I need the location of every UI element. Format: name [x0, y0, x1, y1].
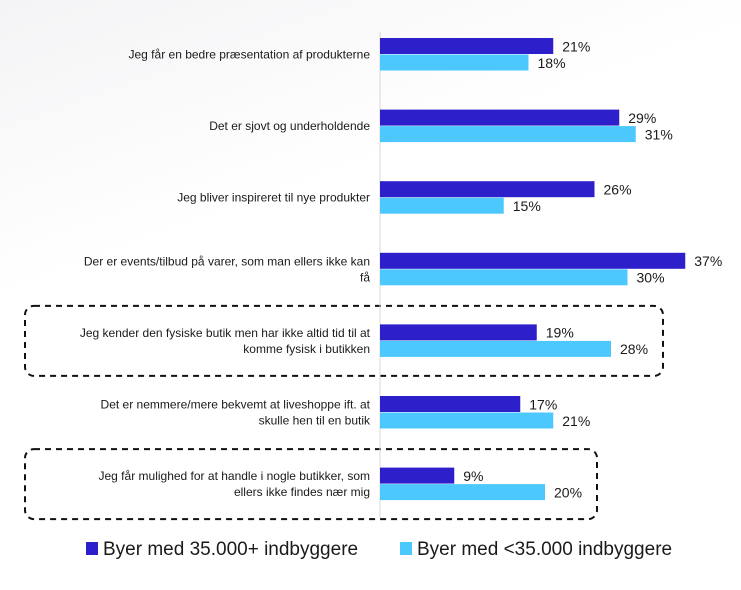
value-label: 30% — [637, 270, 665, 286]
bar — [380, 38, 554, 54]
category-label: Der er events/tilbud på varer, som man e… — [84, 254, 370, 284]
highlight-box — [24, 448, 598, 521]
value-labels: 21%18%29%31%26%15%37%30%19%28%17%21%9%20… — [463, 38, 722, 500]
highlight-boxes — [24, 304, 664, 521]
category-labels: Jeg får en bedre præsentation af produkt… — [80, 48, 371, 500]
category-label: Jeg får mulighed for at handle i nogle b… — [99, 469, 371, 499]
value-label: 29% — [628, 110, 656, 126]
value-label: 21% — [562, 38, 590, 54]
bar — [380, 252, 686, 269]
bar — [380, 181, 595, 198]
bars — [380, 38, 686, 501]
category-label: Jeg kender den fysiske butik men har ikk… — [80, 326, 371, 356]
value-label: 17% — [529, 396, 557, 412]
value-label: 20% — [554, 484, 582, 500]
bar — [380, 109, 620, 126]
legend-swatch — [86, 542, 98, 555]
bar — [380, 467, 455, 484]
category-label: Det er sjovt og underholdende — [209, 119, 370, 133]
legend-swatch — [400, 542, 412, 555]
value-label: 37% — [694, 253, 722, 269]
value-label: 28% — [620, 341, 648, 357]
legend-label: Byer med <35.000 indbyggere — [417, 539, 672, 560]
category-label: Jeg bliver inspireret til nye produkter — [177, 191, 370, 205]
bar — [380, 197, 504, 214]
value-label: 31% — [645, 126, 673, 142]
value-label: 26% — [604, 181, 632, 197]
bar — [380, 340, 611, 357]
category-label: Det er nemmere/mere bekvemt at liveshopp… — [101, 398, 371, 428]
value-label: 21% — [562, 413, 590, 429]
value-label: 9% — [463, 468, 483, 484]
highlight-box — [24, 304, 664, 377]
bar — [380, 54, 529, 71]
value-label: 18% — [538, 55, 566, 71]
legend: Byer med 35.000+ indbyggere Byer med <35.… — [86, 539, 672, 560]
legend-label: Byer med 35.000+ indbyggere — [103, 539, 358, 560]
category-label: Jeg får en bedre præsentation af produkt… — [129, 48, 371, 62]
bar — [380, 484, 545, 501]
value-label: 19% — [546, 325, 574, 341]
bar — [380, 324, 537, 341]
bar — [380, 269, 628, 286]
value-label: 15% — [513, 198, 541, 214]
bar — [380, 126, 636, 143]
bar — [380, 412, 554, 429]
bar — [380, 396, 521, 412]
